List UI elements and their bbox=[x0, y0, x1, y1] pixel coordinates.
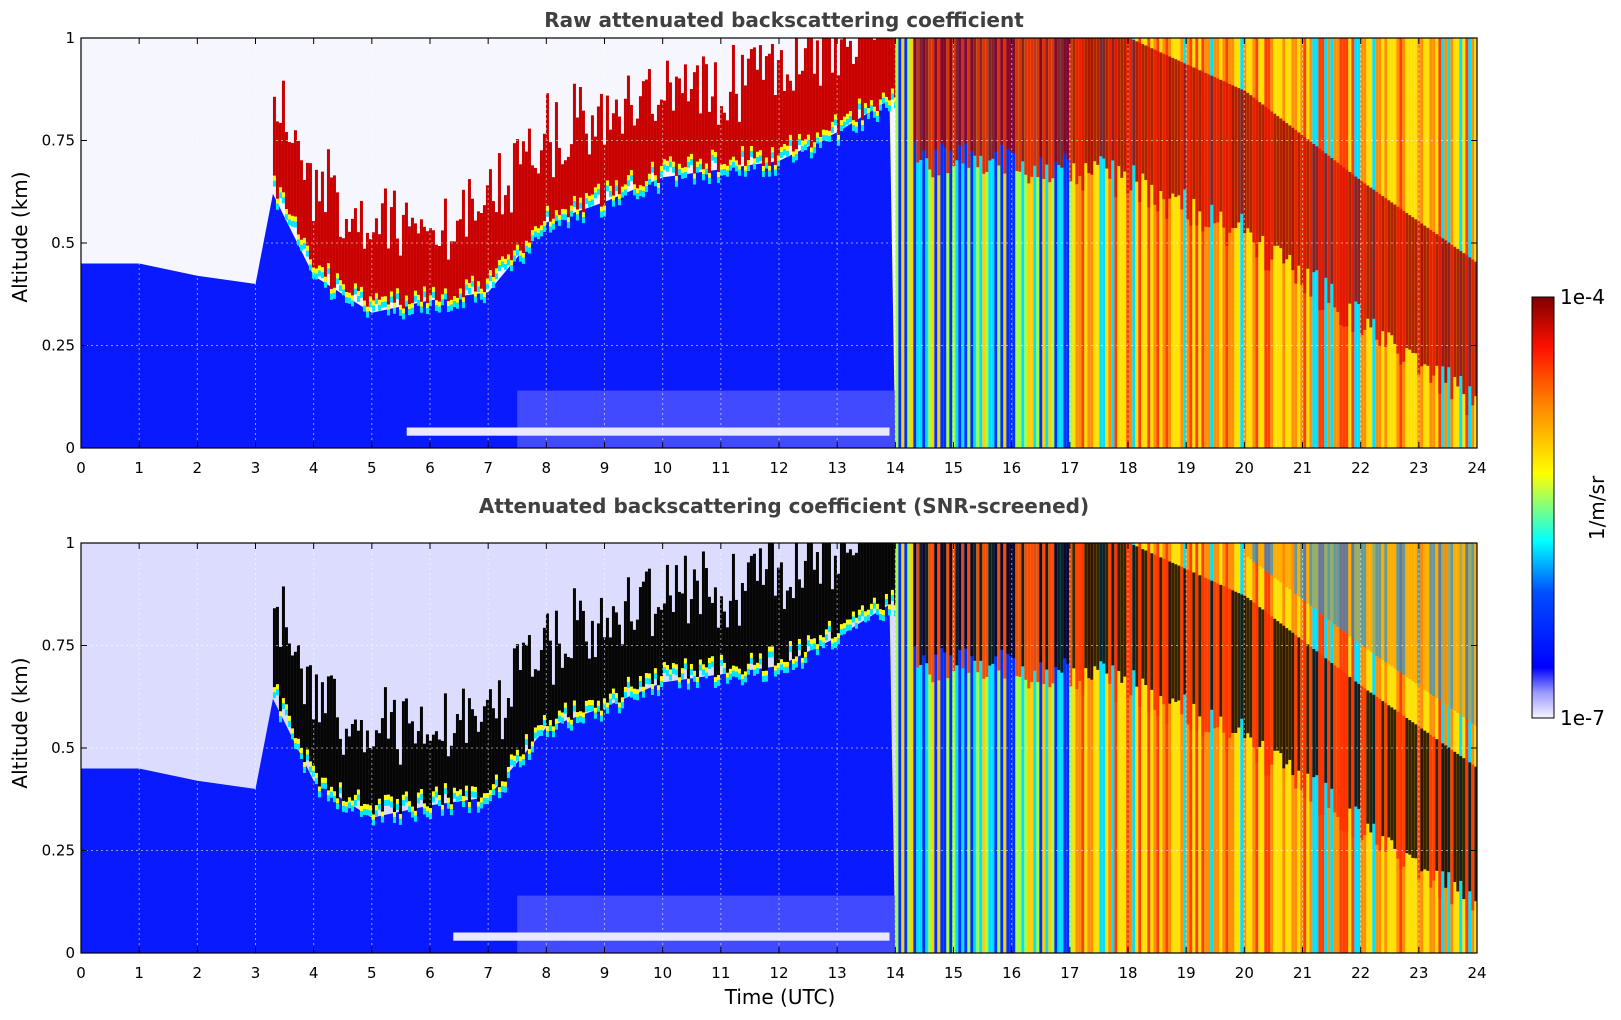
screened-y-ticks: 0 0.25 0.5 0.75 1 bbox=[42, 534, 1477, 962]
y-tick-label: 0.5 bbox=[51, 739, 75, 757]
x-tick-label: 22 bbox=[1351, 964, 1370, 982]
screened-cloud-layer bbox=[272, 543, 897, 826]
x-tick-label: 14 bbox=[886, 459, 905, 477]
x-tick-label: 13 bbox=[828, 964, 847, 982]
raw-near-surface-layer bbox=[517, 390, 896, 448]
x-tick-label: 23 bbox=[1409, 459, 1428, 477]
x-tick-label: 14 bbox=[886, 964, 905, 982]
raw-surface-artifact-band bbox=[406, 427, 890, 436]
x-tick-label: 12 bbox=[769, 459, 788, 477]
x-tick-label: 24 bbox=[1467, 459, 1486, 477]
raw-x-ticks: 0 1 2 3 4 5 6 7 8 9 10 11 12 13 14 15 16 17 18 19 20 21 22 23 24 bbox=[76, 38, 1487, 477]
x-tick-label: 1 bbox=[134, 964, 144, 982]
x-tick-label: 0 bbox=[76, 459, 86, 477]
x-tick-label: 4 bbox=[309, 459, 319, 477]
screened-nocturnal-boundary-layer bbox=[81, 604, 896, 953]
x-tick-label: 17 bbox=[1060, 459, 1079, 477]
x-tick-label: 19 bbox=[1177, 964, 1196, 982]
x-tick-label: 5 bbox=[367, 459, 377, 477]
colorbar-min-label: 1e-7 bbox=[1560, 706, 1605, 730]
x-tick-label: 12 bbox=[769, 964, 788, 982]
y-tick-label: 0.75 bbox=[42, 637, 75, 655]
y-tick-label: 1 bbox=[65, 534, 75, 552]
x-tick-label: 16 bbox=[1002, 964, 1021, 982]
colorbar-unit-label: 1/m/sr bbox=[1585, 475, 1609, 540]
y-tick-label: 0 bbox=[65, 439, 75, 457]
x-tick-label: 21 bbox=[1293, 459, 1312, 477]
screened-heatmap-area bbox=[80, 542, 1478, 954]
x-tick-label: 21 bbox=[1293, 964, 1312, 982]
x-tick-label: 5 bbox=[367, 964, 377, 982]
x-tick-label: 20 bbox=[1235, 459, 1254, 477]
x-tick-label: 2 bbox=[193, 459, 203, 477]
raw-grid bbox=[80, 37, 1478, 449]
screened-panel-title: Attenuated backscattering coefficient (S… bbox=[479, 494, 1089, 518]
raw-backscatter-panel: Raw attenuated backscattering coefficien… bbox=[8, 8, 1487, 477]
raw-cloud-layer bbox=[272, 38, 897, 320]
x-tick-label: 8 bbox=[542, 459, 552, 477]
x-tick-label: 15 bbox=[944, 964, 963, 982]
x-tick-label: 10 bbox=[653, 459, 672, 477]
x-tick-label: 1 bbox=[134, 459, 144, 477]
raw-y-axis-label: Altitude (km) bbox=[8, 171, 32, 302]
x-tick-label: 9 bbox=[600, 459, 610, 477]
x-tick-label: 8 bbox=[542, 964, 552, 982]
x-tick-label: 18 bbox=[1118, 459, 1137, 477]
x-tick-label: 4 bbox=[309, 964, 319, 982]
x-tick-label: 16 bbox=[1002, 459, 1021, 477]
x-tick-label: 11 bbox=[711, 964, 730, 982]
x-tick-label: 13 bbox=[828, 459, 847, 477]
screened-y-axis-label: Altitude (km) bbox=[8, 657, 32, 788]
y-tick-label: 0.25 bbox=[42, 842, 75, 860]
y-tick-label: 0.25 bbox=[42, 337, 75, 355]
y-tick-label: 0 bbox=[65, 944, 75, 962]
x-tick-label: 3 bbox=[251, 459, 261, 477]
x-tick-label: 17 bbox=[1060, 964, 1079, 982]
screened-x-ticks: 0 1 2 3 4 5 6 7 8 9 10 11 12 13 14 15 16 17 18 19 20 21 22 23 24 bbox=[76, 543, 1487, 982]
y-tick-label: 0.5 bbox=[51, 234, 75, 252]
raw-panel-title: Raw attenuated backscattering coefficien… bbox=[544, 8, 1024, 32]
raw-heatmap-area bbox=[80, 37, 1478, 449]
screened-near-surface-layer bbox=[517, 895, 896, 953]
screened-grid bbox=[80, 542, 1478, 954]
x-tick-label: 10 bbox=[653, 964, 672, 982]
x-tick-label: 22 bbox=[1351, 459, 1370, 477]
x-tick-label: 18 bbox=[1118, 964, 1137, 982]
x-tick-label: 6 bbox=[425, 459, 435, 477]
raw-y-ticks: 0 0.25 0.5 0.75 1 bbox=[42, 29, 1477, 457]
y-tick-label: 1 bbox=[65, 29, 75, 47]
x-tick-label: 3 bbox=[251, 964, 261, 982]
x-tick-label: 23 bbox=[1409, 964, 1428, 982]
colorbar: 1e-4 1e-7 1/m/sr bbox=[1531, 285, 1609, 730]
raw-nocturnal-boundary-layer bbox=[81, 99, 896, 448]
x-tick-label: 0 bbox=[76, 964, 86, 982]
x-tick-label: 7 bbox=[483, 964, 493, 982]
x-tick-label: 6 bbox=[425, 964, 435, 982]
x-axis-label: Time (UTC) bbox=[724, 985, 836, 1009]
x-tick-label: 2 bbox=[193, 964, 203, 982]
colorbar-max-label: 1e-4 bbox=[1560, 285, 1605, 309]
screened-surface-artifact-band bbox=[453, 932, 890, 941]
x-tick-label: 11 bbox=[711, 459, 730, 477]
x-tick-label: 15 bbox=[944, 459, 963, 477]
x-tick-label: 19 bbox=[1177, 459, 1196, 477]
x-tick-label: 7 bbox=[483, 459, 493, 477]
y-tick-label: 0.75 bbox=[42, 132, 75, 150]
x-tick-label: 24 bbox=[1467, 964, 1486, 982]
x-tick-label: 20 bbox=[1235, 964, 1254, 982]
colorbar-scale bbox=[1531, 296, 1555, 719]
x-tick-label: 9 bbox=[600, 964, 610, 982]
snr-screened-panel: Attenuated backscattering coefficient (S… bbox=[8, 494, 1487, 1009]
